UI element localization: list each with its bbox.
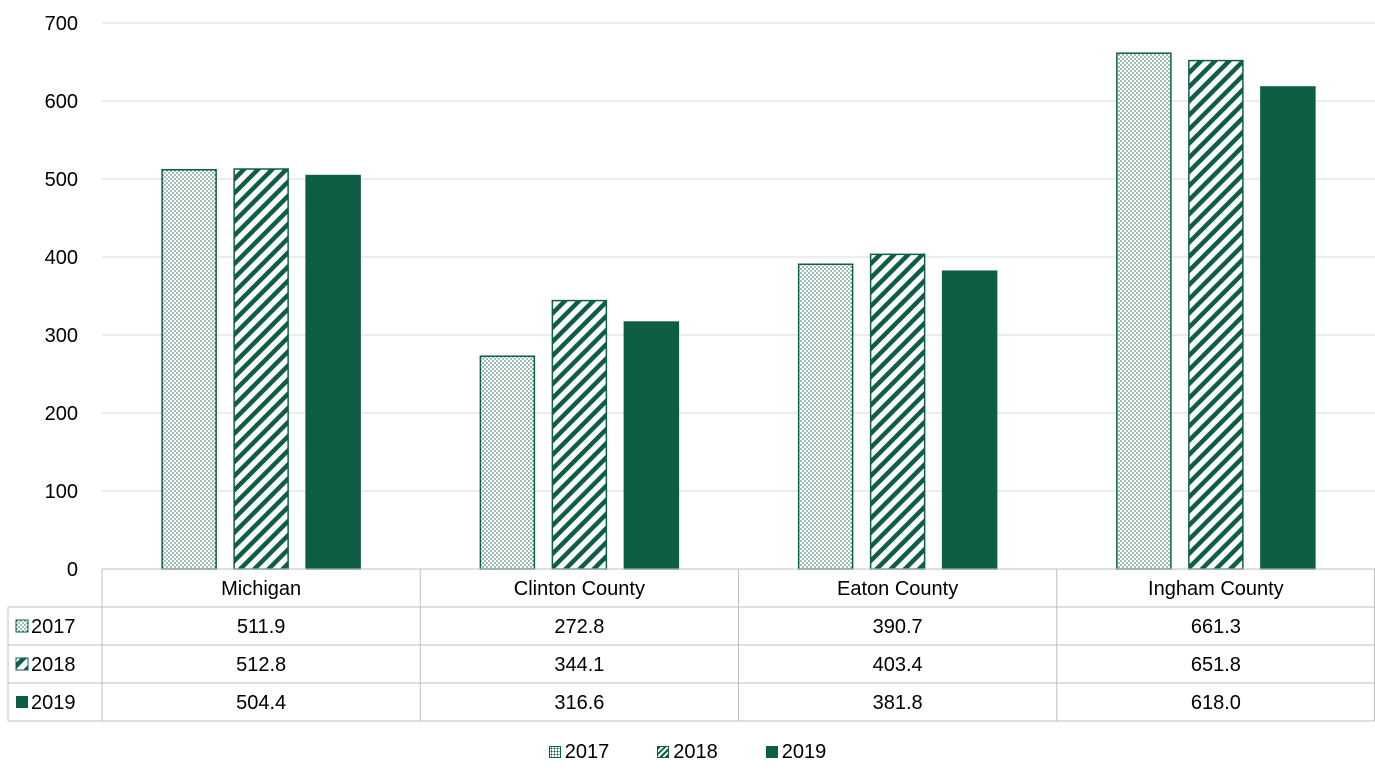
bar-2019-ingham-county [1260, 86, 1316, 570]
bar-2018-ingham-county [1188, 59, 1244, 570]
y-tick-label: 700 [45, 13, 78, 35]
table-row-label: 2017 [31, 616, 76, 638]
y-tick-label: 100 [45, 481, 78, 503]
bar-2018-clinton-county [551, 299, 608, 570]
table-value: 272.8 [554, 616, 604, 638]
table-value: 511.9 [237, 616, 286, 638]
table-key-swatch [15, 619, 29, 633]
table-value: 316.6 [554, 692, 604, 714]
table-key-swatch [16, 696, 28, 708]
legend-label: 2018 [673, 741, 718, 763]
table-row-label: 2019 [31, 692, 76, 714]
table-value: 651.8 [1191, 654, 1241, 676]
table-key-swatch [15, 657, 29, 671]
y-tick-label: 600 [45, 91, 78, 113]
legend-swatch-solid [765, 746, 778, 758]
y-axis-ticks: 0 100 200 300 400 500 600 700 [45, 13, 78, 581]
table-value: 403.4 [873, 654, 923, 676]
bar-2019-michigan [305, 174, 361, 570]
table-value: 661.3 [1191, 616, 1241, 638]
bar-2018-eaton-county [869, 253, 926, 570]
bar-2017-eaton-county [797, 263, 854, 570]
y-tick-label: 500 [45, 169, 78, 191]
legend-item-2018: 2018 [657, 740, 718, 764]
gridlines [102, 22, 1375, 492]
y-tick-label: 400 [45, 247, 78, 269]
table-value: 618.0 [1191, 692, 1241, 714]
x-category-label: Ingham County [1148, 578, 1284, 600]
x-category-label: Michigan [221, 578, 301, 600]
legend-label: 2017 [564, 741, 610, 763]
legend-swatch-dots [548, 746, 561, 758]
table-value: 381.8 [873, 692, 923, 714]
table-value: 512.8 [236, 654, 286, 676]
legend-label: 2019 [781, 741, 827, 763]
bar-2019-clinton-county [623, 321, 680, 570]
y-tick-label: 200 [45, 403, 78, 425]
bar-2018-michigan [233, 168, 289, 570]
bar-2019-eaton-county [941, 270, 998, 570]
table-value: 504.4 [236, 692, 286, 714]
y-tick-label: 300 [45, 325, 78, 347]
bar-2017-clinton-county [479, 355, 536, 570]
bars [161, 52, 1316, 570]
x-category-label: Clinton County [514, 578, 645, 600]
bar-2017-ingham-county [1116, 52, 1172, 570]
bar-2017-michigan [161, 168, 217, 570]
legend-item-2017: 2017 [548, 740, 610, 764]
table-value: 344.1 [554, 654, 604, 676]
data-table: Michigan Clinton County Eaton County Ingham… [7, 568, 1375, 722]
y-tick-label: 0 [67, 559, 78, 581]
table-row-label: 2018 [31, 654, 76, 676]
legend: 2017 2018 2019 [0, 740, 1375, 764]
table-value: 390.7 [873, 616, 923, 638]
legend-item-2019: 2019 [765, 740, 827, 764]
legend-swatch-hatch [657, 746, 670, 758]
x-category-label: Eaton County [837, 578, 958, 600]
